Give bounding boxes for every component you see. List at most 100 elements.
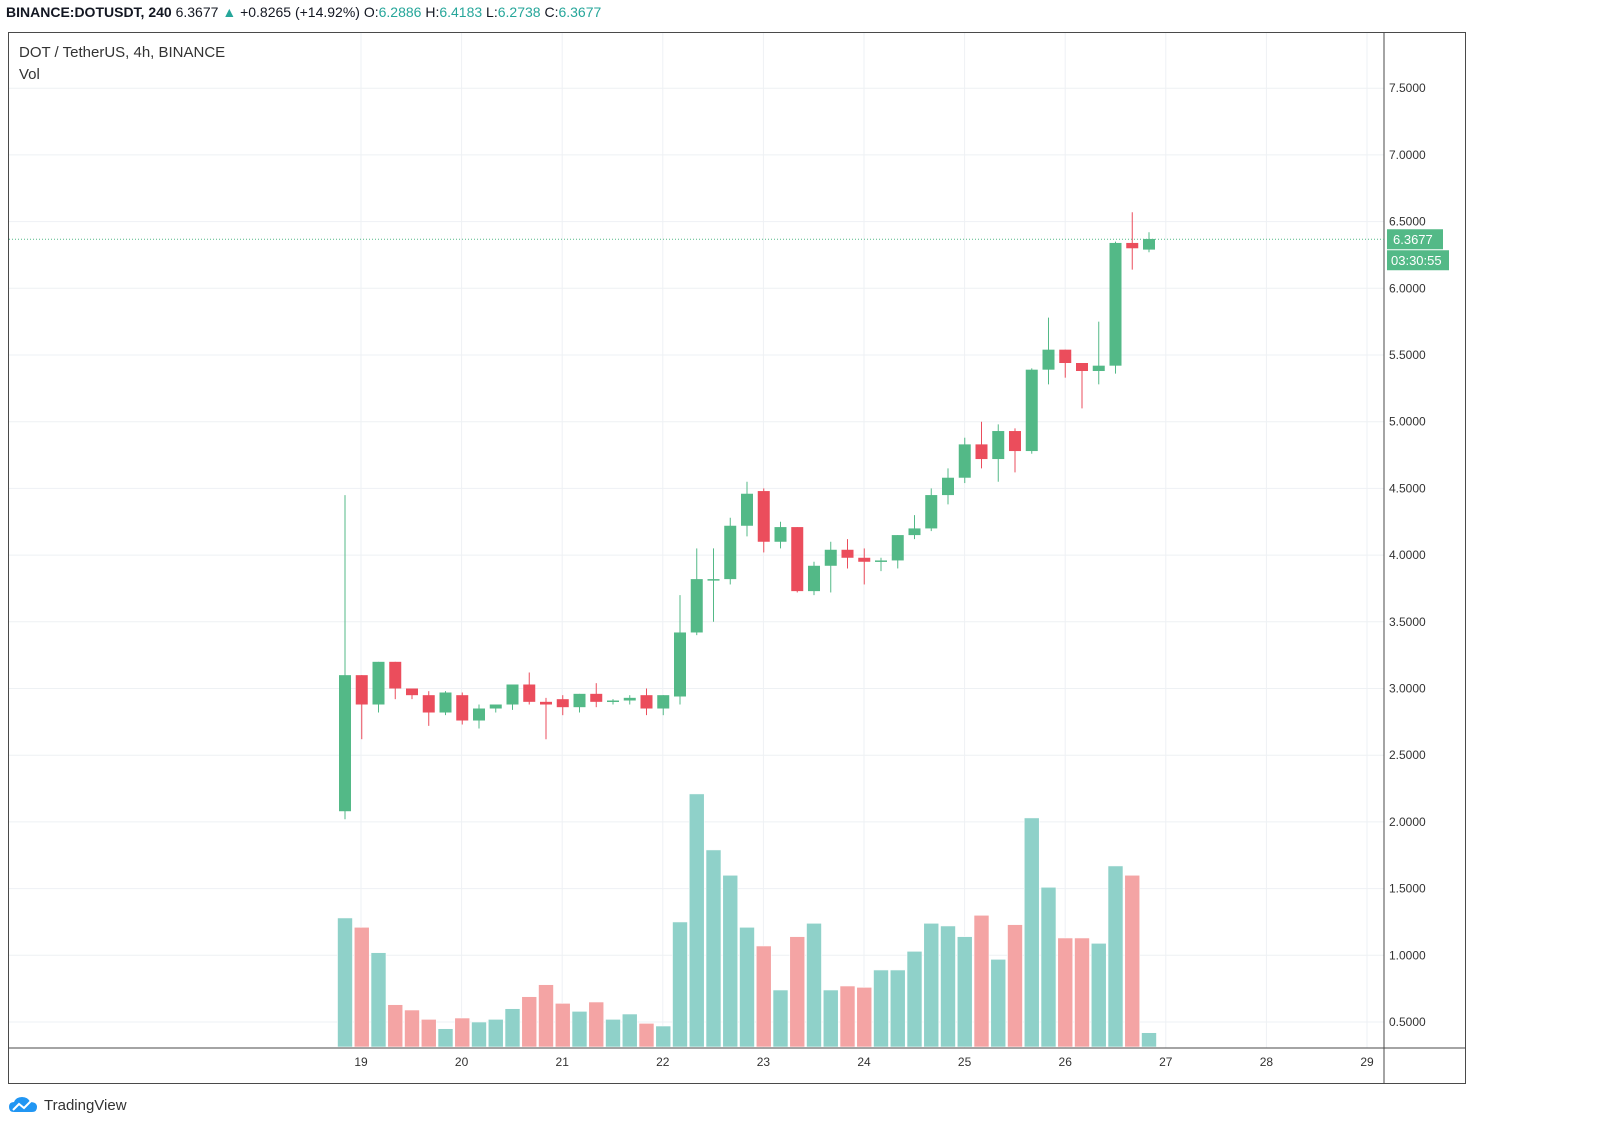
- volume-bar: [471, 1021, 487, 1048]
- candle-body: [975, 444, 988, 460]
- volume-bar: [504, 1008, 521, 1048]
- countdown-badge-text: 03:30:55: [1391, 253, 1442, 268]
- candle-body: [389, 661, 402, 689]
- volume-bar: [739, 926, 755, 1048]
- volume-bar: [688, 793, 705, 1048]
- countdown-badge: [1387, 250, 1449, 271]
- y-tick-label: 1.5000: [1389, 882, 1426, 896]
- candle-body: [808, 565, 820, 592]
- volume-bar: [1057, 937, 1074, 1048]
- volume-bar: [1040, 886, 1057, 1048]
- y-tick-label: 4.0000: [1389, 548, 1426, 562]
- volume-bar: [772, 989, 789, 1048]
- candle-body: [707, 579, 720, 581]
- volume-bar: [873, 969, 889, 1048]
- volume-bar: [1007, 924, 1023, 1048]
- chart-frame: [8, 32, 1466, 1084]
- x-tick-label: 22: [656, 1055, 670, 1069]
- volume-bar: [370, 952, 387, 1048]
- volume-bar: [353, 926, 370, 1048]
- volume-bar: [571, 1011, 588, 1048]
- x-tick-label: 25: [958, 1055, 972, 1069]
- volume-bar: [638, 1023, 655, 1048]
- cloud-icon: [9, 1097, 37, 1112]
- candle-body: [841, 549, 854, 558]
- candle-body: [1092, 365, 1105, 372]
- candle-body: [1076, 363, 1088, 372]
- branding-text: TradingView: [44, 1096, 127, 1114]
- volume-bar: [554, 1003, 571, 1048]
- candle-body: [406, 688, 418, 696]
- volume-bar: [1090, 942, 1107, 1048]
- candle-body: [623, 697, 636, 701]
- volume-bar: [420, 1019, 437, 1048]
- symbol-header: BINANCE:DOTUSDT, 240 6.3677 ▲ +0.8265 (+…: [6, 4, 601, 20]
- x-tick-label: 24: [857, 1055, 871, 1069]
- volume-bar: [655, 1025, 672, 1048]
- volume-bar: [990, 959, 1007, 1048]
- x-tick-label: 20: [455, 1055, 469, 1069]
- up-arrow-icon: ▲: [222, 4, 237, 20]
- volume-bar: [1107, 865, 1124, 1048]
- volume-bar: [755, 945, 772, 1048]
- high-value: 6.4183: [439, 4, 483, 20]
- x-tick-label: 19: [354, 1055, 368, 1069]
- tradingview-logo[interactable]: TradingView: [8, 1096, 127, 1114]
- candle-body: [1109, 242, 1122, 366]
- volume-bar: [337, 917, 353, 1048]
- candle-body: [556, 699, 569, 708]
- volume-bar: [387, 1004, 404, 1048]
- candle-body: [540, 701, 552, 705]
- y-tick-label: 2.5000: [1389, 748, 1426, 762]
- candle-body: [824, 549, 837, 566]
- y-tick-label: 6.0000: [1389, 281, 1426, 295]
- volume-bar: [621, 1013, 638, 1048]
- volume-bar: [705, 849, 722, 1048]
- x-tick-label: 29: [1360, 1055, 1374, 1069]
- candle-body: [573, 693, 586, 708]
- x-tick-label: 23: [757, 1055, 771, 1069]
- candle-body: [607, 700, 619, 703]
- candle-body: [875, 560, 887, 562]
- volume-bar: [889, 969, 906, 1048]
- candle-body: [1042, 349, 1055, 370]
- close-value: 6.3677: [558, 4, 602, 20]
- y-tick-label: 6.5000: [1389, 215, 1426, 229]
- y-tick-label: 1.0000: [1389, 948, 1426, 962]
- candle-body: [372, 661, 385, 705]
- candle-body: [690, 579, 703, 633]
- candle-body: [1009, 431, 1021, 452]
- candle-body: [1126, 242, 1139, 249]
- close-label: C:: [544, 4, 559, 20]
- volume-bar: [839, 985, 856, 1048]
- candle-body: [590, 693, 603, 702]
- volume-bar: [973, 914, 990, 1048]
- low-label: L:: [486, 4, 498, 20]
- y-tick-label: 7.0000: [1389, 148, 1426, 162]
- candle-body: [757, 491, 770, 542]
- x-tick-label: 26: [1059, 1055, 1073, 1069]
- candle-body: [1025, 369, 1038, 452]
- y-tick-label: 5.0000: [1389, 415, 1426, 429]
- candle-body: [657, 695, 670, 709]
- candle-body: [925, 495, 938, 529]
- volume-bar: [722, 874, 739, 1048]
- candle-body: [774, 527, 787, 542]
- candle-body: [791, 527, 804, 592]
- volume-bar: [906, 950, 923, 1048]
- candle-body: [741, 493, 753, 526]
- volume-label: Vol: [19, 66, 40, 83]
- volume-bar: [1141, 1032, 1157, 1048]
- x-tick-label: 27: [1159, 1055, 1173, 1069]
- candle-body: [942, 477, 954, 496]
- candle-body: [1059, 349, 1072, 364]
- y-tick-label: 5.5000: [1389, 348, 1426, 362]
- volume-bar: [672, 921, 688, 1048]
- y-tick-label: 4.5000: [1389, 481, 1426, 495]
- y-tick-label: 2.0000: [1389, 815, 1426, 829]
- last-price: 6.3677: [175, 4, 219, 20]
- volume-bar: [806, 922, 822, 1048]
- y-tick-label: 3.0000: [1389, 682, 1426, 696]
- volume-bar: [789, 936, 806, 1048]
